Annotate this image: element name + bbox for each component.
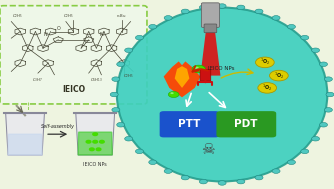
Circle shape — [168, 91, 179, 98]
Ellipse shape — [117, 8, 327, 181]
Circle shape — [255, 9, 263, 14]
FancyBboxPatch shape — [204, 24, 217, 33]
Text: O: O — [56, 26, 60, 31]
FancyBboxPatch shape — [216, 111, 276, 137]
Circle shape — [125, 136, 133, 141]
Circle shape — [117, 122, 125, 127]
Circle shape — [199, 5, 207, 10]
Circle shape — [181, 175, 189, 180]
Circle shape — [86, 140, 91, 143]
Circle shape — [255, 175, 263, 180]
Circle shape — [125, 48, 133, 53]
Text: $n$-Bu: $n$-Bu — [116, 12, 127, 19]
Circle shape — [93, 133, 98, 136]
Circle shape — [218, 4, 226, 8]
Polygon shape — [8, 134, 42, 155]
Circle shape — [195, 67, 199, 69]
Circle shape — [170, 92, 174, 94]
Circle shape — [258, 83, 277, 93]
Text: $C_2H_5$: $C_2H_5$ — [12, 13, 23, 20]
Circle shape — [149, 24, 157, 29]
Circle shape — [90, 148, 94, 151]
FancyBboxPatch shape — [200, 69, 211, 81]
Text: $C_3H_7$: $C_3H_7$ — [32, 76, 43, 84]
Circle shape — [136, 149, 144, 154]
Circle shape — [164, 169, 172, 173]
Circle shape — [301, 149, 309, 154]
Circle shape — [301, 35, 309, 40]
Text: PTT: PTT — [178, 119, 200, 129]
Circle shape — [270, 70, 288, 81]
Text: N: N — [100, 32, 103, 37]
Circle shape — [256, 57, 274, 68]
FancyBboxPatch shape — [0, 6, 147, 104]
Text: $^1$O$_2$: $^1$O$_2$ — [274, 70, 284, 81]
Text: PDT: PDT — [234, 119, 258, 129]
Text: $^1$O$_2$: $^1$O$_2$ — [262, 83, 273, 93]
Circle shape — [237, 179, 245, 184]
Circle shape — [181, 9, 189, 14]
Text: $C_2H_5$: $C_2H_5$ — [63, 12, 74, 19]
Circle shape — [312, 48, 320, 53]
Circle shape — [326, 92, 334, 97]
Polygon shape — [76, 113, 115, 155]
Circle shape — [237, 5, 245, 10]
Circle shape — [149, 160, 157, 165]
Circle shape — [288, 160, 296, 165]
Circle shape — [324, 77, 332, 81]
Text: IEICO: IEICO — [62, 85, 85, 94]
Circle shape — [272, 16, 280, 20]
Circle shape — [324, 108, 332, 112]
Circle shape — [96, 148, 101, 151]
Polygon shape — [164, 61, 200, 97]
Circle shape — [320, 62, 328, 67]
Circle shape — [136, 35, 144, 40]
Circle shape — [199, 179, 207, 184]
FancyBboxPatch shape — [201, 3, 219, 27]
Circle shape — [112, 108, 120, 112]
Circle shape — [93, 140, 98, 143]
Circle shape — [312, 136, 320, 141]
Polygon shape — [200, 32, 220, 76]
Text: $^1$O$_2$: $^1$O$_2$ — [260, 57, 270, 67]
Polygon shape — [78, 132, 112, 155]
Polygon shape — [6, 113, 44, 155]
Text: IEICO NPs: IEICO NPs — [83, 162, 107, 167]
Text: $C_6H_{13}$: $C_6H_{13}$ — [90, 76, 103, 84]
Circle shape — [218, 181, 226, 185]
Circle shape — [164, 16, 172, 20]
Text: $C_2H_5$: $C_2H_5$ — [123, 73, 134, 80]
Text: ☠: ☠ — [201, 142, 214, 157]
Circle shape — [112, 77, 120, 81]
Circle shape — [320, 122, 328, 127]
Circle shape — [272, 169, 280, 173]
Circle shape — [192, 65, 205, 73]
Text: IEICO NPs: IEICO NPs — [208, 67, 234, 71]
Circle shape — [288, 24, 296, 29]
Text: N: N — [44, 32, 47, 37]
Polygon shape — [175, 66, 189, 88]
Text: Self-assembly: Self-assembly — [41, 124, 75, 129]
Circle shape — [110, 92, 118, 97]
Circle shape — [100, 140, 104, 143]
Circle shape — [117, 62, 125, 67]
FancyBboxPatch shape — [160, 111, 219, 137]
